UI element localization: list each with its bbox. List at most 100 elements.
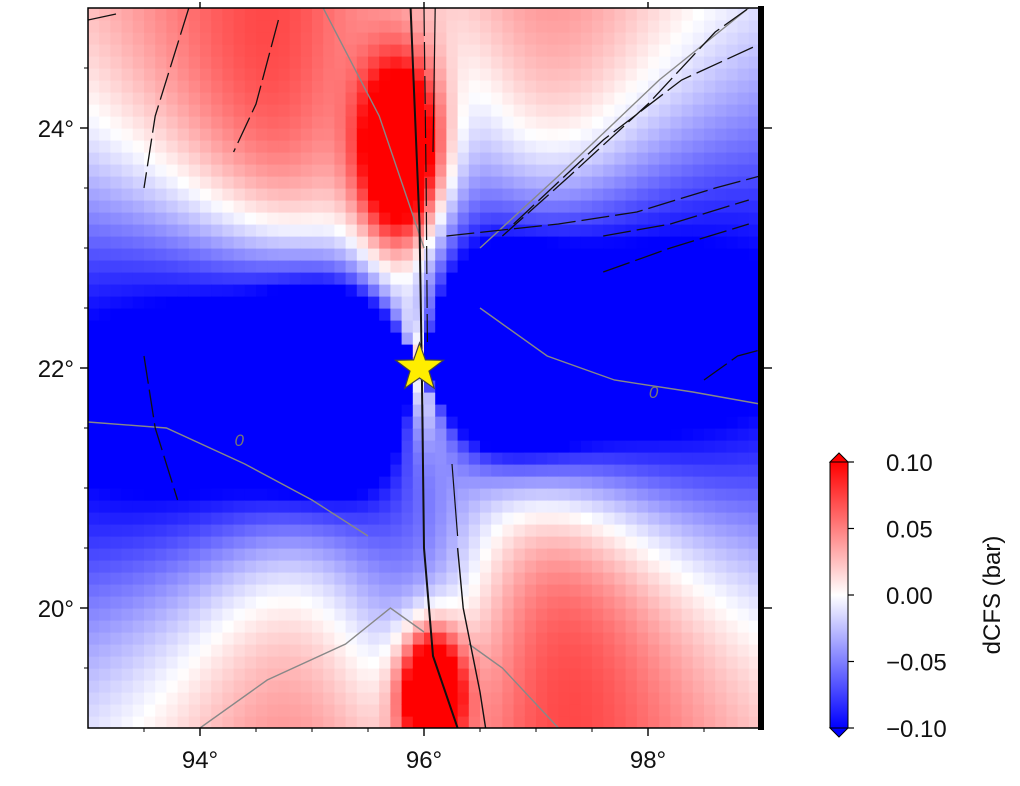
raster-cell: [446, 416, 458, 429]
raster-cell: [323, 308, 335, 321]
raster-cell: [334, 92, 346, 105]
raster-cell: [536, 32, 548, 45]
raster-cell: [536, 716, 548, 729]
raster-cell: [704, 236, 716, 249]
raster-cell: [301, 584, 313, 597]
raster-cell: [738, 164, 750, 177]
raster-cell: [312, 512, 324, 525]
raster-cell: [446, 560, 458, 573]
raster-cell: [166, 572, 178, 585]
raster-cell: [547, 308, 559, 321]
raster-cell: [368, 332, 380, 345]
raster-cell: [458, 140, 470, 153]
raster-cell: [715, 308, 727, 321]
raster-cell: [88, 392, 100, 405]
raster-cell: [122, 308, 134, 321]
raster-cell: [514, 440, 526, 453]
raster-cell: [234, 680, 246, 693]
raster-cell: [312, 152, 324, 165]
raster-cell: [558, 668, 570, 681]
raster-cell: [278, 8, 290, 21]
raster-cell: [245, 500, 257, 513]
raster-cell: [547, 620, 559, 633]
raster-cell: [357, 560, 369, 573]
raster-cell: [581, 320, 593, 333]
raster-cell: [659, 464, 671, 477]
raster-cell: [357, 608, 369, 621]
raster-cell: [379, 452, 391, 465]
raster-cell: [682, 596, 694, 609]
raster-cell: [234, 308, 246, 321]
raster-cell: [301, 104, 313, 117]
raster-cell: [334, 488, 346, 501]
raster-cell: [99, 668, 111, 681]
raster-cell: [155, 56, 167, 69]
raster-cell: [480, 488, 492, 501]
raster-cell: [122, 8, 134, 21]
raster-cell: [211, 512, 223, 525]
raster-cell: [738, 284, 750, 297]
raster-cell: [88, 344, 100, 357]
raster-cell: [323, 164, 335, 177]
raster-cell: [122, 440, 134, 453]
raster-cell: [525, 524, 537, 537]
raster-cell: [234, 608, 246, 621]
raster-cell: [144, 644, 156, 657]
raster-cell: [726, 464, 738, 477]
raster-cell: [278, 92, 290, 105]
raster-cell: [738, 188, 750, 201]
raster-cell: [446, 356, 458, 369]
raster-cell: [178, 32, 190, 45]
raster-cell: [514, 692, 526, 705]
raster-cell: [144, 44, 156, 57]
raster-cell: [245, 476, 257, 489]
raster-cell: [469, 476, 481, 489]
raster-cell: [626, 548, 638, 561]
raster-cell: [110, 320, 122, 333]
raster-cell: [357, 476, 369, 489]
raster-cell: [480, 404, 492, 417]
raster-cell: [424, 248, 436, 261]
raster-cell: [189, 680, 201, 693]
raster-cell: [704, 272, 716, 285]
raster-cell: [234, 476, 246, 489]
raster-cell: [670, 488, 682, 501]
raster-cell: [122, 68, 134, 81]
raster-cell: [469, 32, 481, 45]
raster-cell: [682, 92, 694, 105]
raster-cell: [637, 632, 649, 645]
raster-cell: [189, 512, 201, 525]
raster-cell: [144, 32, 156, 45]
raster-cell: [536, 668, 548, 681]
raster-cell: [682, 332, 694, 345]
raster-cell: [704, 572, 716, 585]
raster-cell: [402, 716, 414, 729]
raster-cell: [368, 236, 380, 249]
raster-cell: [189, 440, 201, 453]
raster-cell: [715, 500, 727, 513]
raster-cell: [614, 500, 626, 513]
raster-cell: [547, 248, 559, 261]
raster-cell: [536, 548, 548, 561]
raster-cell: [245, 116, 257, 129]
raster-cell: [413, 284, 425, 297]
raster-cell: [581, 668, 593, 681]
raster-cell: [693, 668, 705, 681]
raster-cell: [491, 176, 503, 189]
raster-cell: [626, 188, 638, 201]
raster-cell: [738, 68, 750, 81]
raster-cell: [424, 476, 436, 489]
raster-cell: [99, 260, 111, 273]
raster-cell: [536, 56, 548, 69]
raster-cell: [592, 704, 604, 717]
raster-cell: [357, 584, 369, 597]
raster-cell: [491, 344, 503, 357]
raster-cell: [435, 44, 447, 57]
raster-cell: [110, 500, 122, 513]
raster-cell: [110, 212, 122, 225]
raster-cell: [290, 32, 302, 45]
raster-cell: [446, 236, 458, 249]
raster-cell: [278, 464, 290, 477]
raster-cell: [592, 320, 604, 333]
raster-cell: [200, 500, 212, 513]
